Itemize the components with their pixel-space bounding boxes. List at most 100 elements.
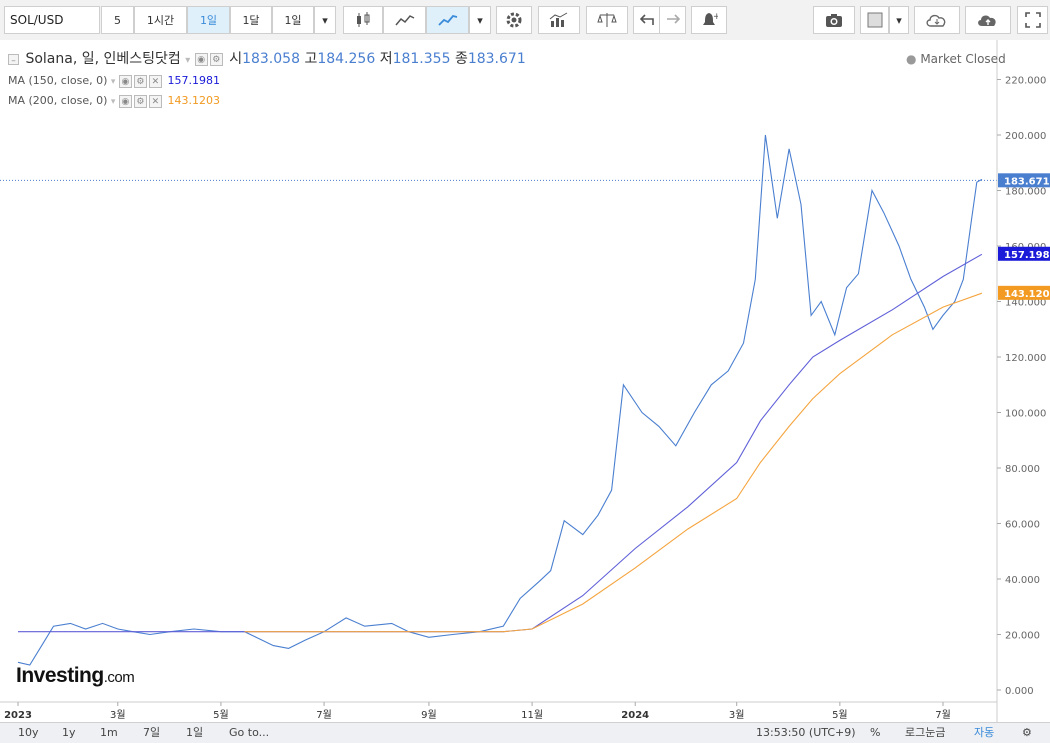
price-tag: 183.671 [1004,176,1050,187]
legend-title: Solana, 일, 인베스팅닷컴 [25,51,181,67]
cloud-download-icon[interactable] [914,6,960,34]
market-status: ● Market Closed [906,52,1006,66]
interval-1d-button[interactable]: 1일 [187,6,230,34]
ma200-tag-bg [998,285,1050,300]
ma200-line [244,292,983,633]
y-tick-label: 120.000 [1005,353,1046,364]
gear-icon[interactable] [496,6,532,34]
range-1d[interactable]: 1일 [186,726,204,739]
high-label: 고 [304,51,318,67]
ma150-label: MA (150, close, 0) [8,74,108,87]
y-tick-label: 180.000 [1005,187,1046,198]
ma200-value: 143.1203 [167,94,220,107]
investing-logo: Investing.com [16,664,135,688]
close-icon[interactable]: ✕ [148,94,162,108]
undo-icon[interactable] [633,6,660,34]
toolbar: SOL/USD 5 1시간 1일 1달 1일 ▾ ▾ + ▾ [0,0,1050,41]
goto-button[interactable]: Go to... [229,726,270,739]
interval-1mo-button[interactable]: 1달 [230,6,272,34]
clock: 13:53:50 (UTC+9) [756,726,856,739]
x-tick-label: 3월 [729,709,745,721]
symbol-input[interactable]: SOL/USD [4,6,100,34]
range-1m[interactable]: 1m [100,726,118,739]
ma200-label: MA (200, close, 0) [8,94,108,107]
y-tick-label: 60.000 [1005,520,1040,531]
percent-toggle[interactable]: % [870,726,881,739]
redo-icon[interactable] [659,6,686,34]
logo-main: Investing [16,664,104,687]
x-tick-label: 7월 [316,709,332,721]
y-tick-label: 200.000 [1005,131,1046,142]
logo-suffix: .com [103,669,135,686]
log-scale-toggle[interactable]: 로그눈금 [905,726,946,739]
x-tick-label: 2023 [4,710,32,721]
compare-scale-icon[interactable] [586,6,628,34]
indicators-icon[interactable] [538,6,580,34]
close-label: 종 [454,51,468,67]
eye-icon[interactable]: ◉ [194,52,208,66]
series-group [0,134,997,666]
range-10y[interactable]: 10y [18,726,39,739]
interval-dropdown-icon[interactable]: ▾ [314,6,336,34]
y-tick-label: 0.000 [1005,686,1034,697]
auto-scale-toggle[interactable]: 자동 [974,726,995,739]
cloud-upload-icon[interactable] [965,6,1011,34]
eye-icon[interactable]: ◉ [118,94,132,108]
close-value: 183.671 [467,51,526,67]
legend-ma200: MA (200, close, 0) ▾ ◉ ⚙ ✕ 143.1203 [8,94,220,108]
y-tick-label: 80.000 [1005,464,1040,475]
eye-icon[interactable]: ◉ [118,74,132,88]
layout-square-icon[interactable] [860,6,889,34]
range-7d[interactable]: 7일 [143,726,161,739]
collapse-icon[interactable]: – [8,53,19,66]
settings-gear-icon[interactable]: ⚙ [1022,726,1032,739]
y-tick-label: 20.000 [1005,631,1040,642]
x-tick-label: 7월 [935,709,951,721]
fullscreen-icon[interactable] [1017,6,1048,34]
low-value: 181.355 [392,51,451,67]
interval-5-button[interactable]: 5 [101,6,134,34]
layout-dropdown-icon[interactable]: ▾ [889,6,909,34]
camera-icon[interactable] [813,6,855,34]
legend-main: – Solana, 일, 인베스팅닷컴 ▾ ◉ ⚙ 시183.058 고184.2… [8,48,526,68]
ma200-tag: 143.120 [1004,289,1050,300]
ma150-value: 157.1981 [167,74,220,87]
candlestick-icon[interactable] [343,6,383,34]
price-chart[interactable]: 0.000 20.000 40.000 60.000 80.000 100.000 120.… [0,40,1050,722]
ma150-tag: 157.198 [1004,250,1050,261]
settings-icon[interactable]: ⚙ [133,94,147,108]
open-label: 시 [229,51,243,67]
y-tick-label: 140.000 [1005,298,1046,309]
axes: 0.000 20.000 40.000 60.000 80.000 100.000 120.… [0,40,1050,722]
x-tick-label: 11월 [521,709,543,721]
chart-type-dropdown-icon[interactable]: ▾ [469,6,491,34]
svg-text:+: + [713,12,718,22]
high-value: 184.256 [317,51,376,67]
low-label: 저 [379,51,393,67]
x-tick-label: 3월 [110,709,126,721]
settings-icon[interactable]: ⚙ [209,52,223,66]
settings-icon[interactable]: ⚙ [133,74,147,88]
market-status-text: Market Closed [920,52,1006,66]
alert-bell-icon[interactable]: + [691,6,727,34]
price-line [17,134,983,666]
x-tick-label: 5월 [832,709,848,721]
legend-ma150: MA (150, close, 0) ▾ ◉ ⚙ ✕ 157.1981 [8,74,220,88]
interval-select[interactable]: 1일 [272,6,314,34]
area-chart-icon[interactable] [383,6,426,34]
chart-background [0,40,1050,722]
open-value: 183.058 [242,51,300,67]
interval-1h-button[interactable]: 1시간 [134,6,187,34]
close-icon[interactable]: ✕ [148,74,162,88]
range-1y[interactable]: 1y [62,726,76,739]
x-tick-label: 9월 [421,709,437,721]
grid [0,40,1050,722]
y-tick-label: 100.000 [1005,409,1046,420]
line-chart-icon[interactable] [426,6,469,34]
x-tick-label: 5월 [213,709,229,721]
ma150-tag-bg [998,246,1050,261]
y-tick-label: 220.000 [1005,76,1046,87]
x-tick-label: 2024 [621,710,649,721]
price-tag-bg [998,173,1050,188]
y-tick-label: 40.000 [1005,575,1040,586]
